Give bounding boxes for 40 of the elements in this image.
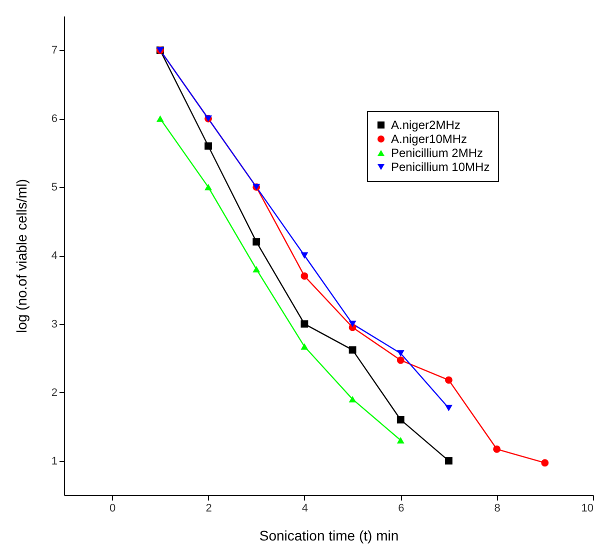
point bbox=[300, 320, 308, 328]
y-tick-label: 4 bbox=[51, 250, 58, 262]
y-tick-label: 5 bbox=[51, 182, 58, 194]
y-tick-label: 2 bbox=[51, 386, 58, 399]
point bbox=[396, 437, 404, 444]
x-tick-label: 2 bbox=[206, 502, 212, 514]
y-tick-label: 1 bbox=[51, 455, 58, 468]
x-axis-title: Sonication time (t) min bbox=[259, 528, 399, 544]
point bbox=[445, 457, 452, 464]
point bbox=[300, 252, 308, 259]
point bbox=[300, 272, 308, 280]
point bbox=[156, 115, 164, 122]
point bbox=[348, 396, 356, 402]
legend-label: Penicillium 2MHz bbox=[391, 146, 484, 160]
legend-label: A.niger10MHz bbox=[391, 132, 468, 146]
point bbox=[348, 320, 356, 328]
y-tick-label: 6 bbox=[51, 113, 58, 126]
point bbox=[396, 416, 404, 424]
x-tick-label: 10 bbox=[581, 502, 594, 514]
x-tick-label: 8 bbox=[494, 502, 500, 514]
y-tick-label: 7 bbox=[51, 44, 58, 57]
x-tick-label: 0 bbox=[110, 502, 116, 514]
point bbox=[493, 445, 501, 453]
y-axis-title: log (no.of viable cells/ml) bbox=[13, 178, 30, 334]
legend-label: A.niger2MHz bbox=[391, 118, 460, 132]
legend-label: Penicillium 10MHz bbox=[391, 160, 490, 174]
point bbox=[396, 356, 404, 364]
point bbox=[252, 266, 260, 272]
point bbox=[541, 459, 549, 467]
point bbox=[252, 238, 260, 246]
x-tick-label: 4 bbox=[302, 502, 308, 514]
y-tick-label: 3 bbox=[51, 318, 58, 330]
point bbox=[348, 346, 356, 354]
point bbox=[396, 350, 404, 357]
point bbox=[204, 142, 212, 150]
point bbox=[445, 404, 452, 412]
point bbox=[445, 376, 452, 384]
point bbox=[300, 343, 308, 350]
x-tick-label: 6 bbox=[398, 502, 404, 514]
point bbox=[204, 184, 212, 190]
